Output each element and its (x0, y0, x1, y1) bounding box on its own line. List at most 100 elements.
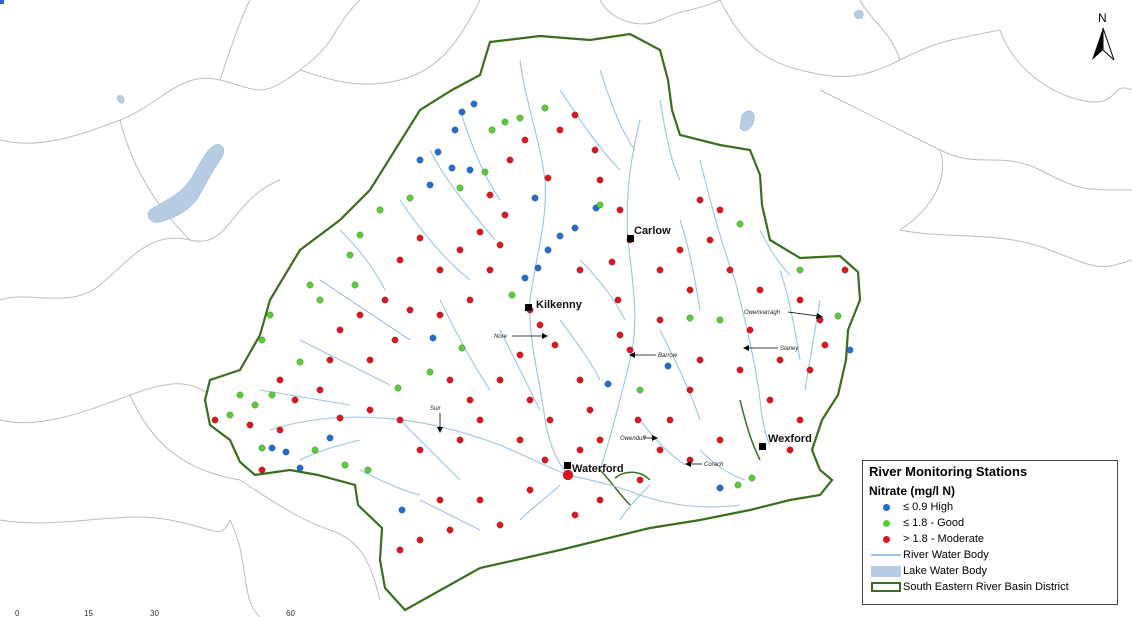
kilkenny-marker (525, 304, 532, 311)
station-moderate (676, 246, 684, 254)
station-good (636, 386, 644, 394)
station-good (541, 104, 549, 112)
station-good (316, 296, 324, 304)
station-moderate (656, 316, 664, 324)
station-high (846, 346, 854, 354)
station-high (434, 148, 442, 156)
legend-item-river: River Water Body (869, 547, 1111, 563)
station-moderate (436, 496, 444, 504)
station-moderate (821, 341, 829, 349)
station-moderate (596, 496, 604, 504)
station-good (346, 251, 354, 259)
station-moderate (614, 296, 622, 304)
station-high (664, 362, 672, 370)
station-moderate (596, 176, 604, 184)
station-good (351, 281, 359, 289)
station-high (326, 434, 334, 442)
station-moderate (576, 376, 584, 384)
station-moderate (766, 396, 774, 404)
red-dot-icon (882, 535, 890, 543)
stations-high (268, 100, 854, 514)
station-moderate (586, 406, 594, 414)
station-moderate (786, 446, 794, 454)
station-high (458, 108, 466, 116)
owenduff-arrowhead (652, 435, 658, 441)
station-moderate (526, 486, 534, 494)
scale-label: 60 (286, 609, 295, 617)
station-moderate (626, 346, 634, 354)
station-moderate (776, 356, 784, 364)
station-moderate (536, 321, 544, 329)
station-high (534, 264, 542, 272)
station-moderate (686, 386, 694, 394)
station-good (376, 206, 384, 214)
kilkenny-label: Kilkenny (536, 299, 583, 311)
legend-title: River Monitoring Stations (869, 464, 1028, 479)
station-high (521, 274, 529, 282)
station-high (429, 334, 437, 342)
station-high (282, 448, 290, 456)
station-good (406, 194, 414, 202)
station-moderate (616, 331, 624, 339)
owenvarragh-arrowhead (816, 313, 823, 319)
station-high (470, 100, 478, 108)
boundary-swatch-icon (871, 582, 901, 592)
station-moderate (656, 266, 664, 274)
owenduff-label: Owenduff (620, 436, 647, 442)
legend-label: > 1.8 - Moderate (903, 533, 985, 545)
station-moderate (211, 416, 219, 424)
legend-label: ≤ 1.8 - Good (903, 517, 965, 529)
station-moderate (706, 236, 714, 244)
corach-arrowhead (685, 461, 691, 467)
station-moderate (446, 376, 454, 384)
station-moderate (496, 241, 504, 249)
station-moderate (246, 421, 254, 429)
corner-marker (0, 0, 4, 4)
station-high (531, 194, 539, 202)
station-moderate (521, 136, 529, 144)
river-line-icon (871, 554, 901, 556)
station-good (268, 391, 276, 399)
station-moderate (591, 146, 599, 154)
monitoring-stations (211, 100, 854, 554)
north-label: N (1098, 11, 1107, 25)
scale-label: 15 (84, 609, 93, 617)
legend-item-boundary: South Eastern River Basin District (869, 579, 1111, 595)
station-moderate (841, 266, 849, 274)
station-moderate (396, 546, 404, 554)
legend-item-moderate: > 1.8 - Moderate (869, 531, 1111, 547)
suir-arrowhead (437, 427, 443, 433)
station-good (251, 401, 259, 409)
sub-basin-line (599, 399, 761, 506)
legend-item-high: ≤ 0.9 High (869, 499, 1111, 515)
station-high (571, 224, 579, 232)
river-network (259, 59, 821, 531)
waterford-marker (564, 462, 571, 469)
station-moderate (316, 386, 324, 394)
corach-label: Corach (704, 462, 724, 468)
station-moderate (636, 476, 644, 484)
station-moderate (756, 286, 764, 294)
station-high (604, 380, 612, 388)
station-good (311, 446, 319, 454)
station-high (416, 156, 424, 164)
station-moderate (496, 376, 504, 384)
suir-label: Suir (430, 406, 442, 412)
station-moderate (276, 426, 284, 434)
station-moderate (516, 436, 524, 444)
station-moderate (716, 206, 724, 214)
station-moderate (506, 156, 514, 164)
station-moderate (696, 196, 704, 204)
station-moderate (406, 306, 414, 314)
legend-subtitle: Nitrate (mg/l N) (869, 484, 956, 498)
station-good (426, 368, 434, 376)
scale-bar: 0 15 30 60 (15, 609, 295, 617)
owenvarragh-label: Owenvarragh (744, 310, 781, 316)
station-moderate (796, 416, 804, 424)
station-moderate (391, 336, 399, 344)
station-high (556, 232, 564, 240)
station-moderate (544, 174, 552, 182)
station-good (596, 201, 604, 209)
legend-label: ≤ 0.9 High (903, 501, 954, 513)
station-moderate (596, 436, 604, 444)
